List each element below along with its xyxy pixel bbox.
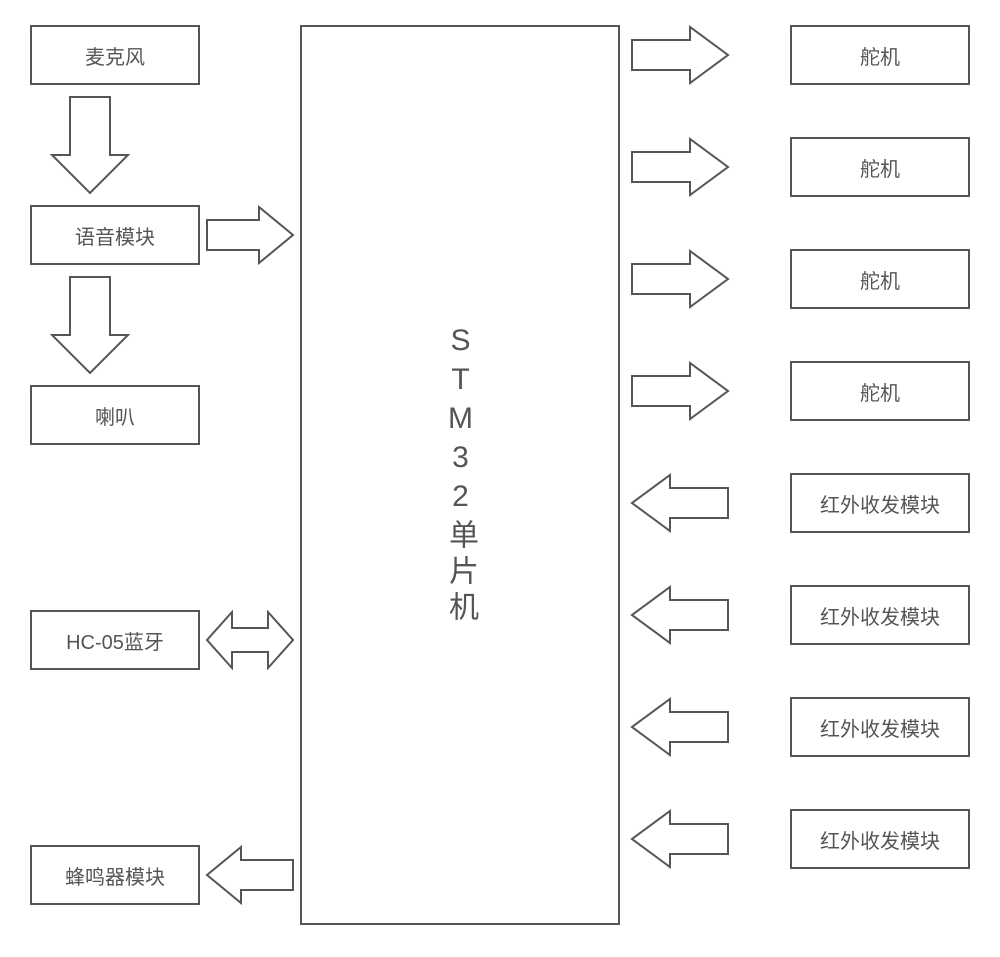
- a-mcu-s4-arrow: [630, 361, 730, 421]
- servo2-box: 舵机: [790, 137, 970, 197]
- bluetooth-box: HC-05蓝牙: [30, 610, 200, 670]
- a-mcu-s1-arrow: [630, 25, 730, 85]
- a-bt-mcu-arrow: [205, 610, 295, 670]
- servo4-label: 舵机: [860, 377, 900, 406]
- servo2-label: 舵机: [860, 153, 900, 182]
- ir4-box: 红外收发模块: [790, 809, 970, 869]
- a-mic-voice-arrow: [50, 95, 130, 195]
- mcu-box: STM32单片机: [300, 25, 620, 925]
- mcu-label: STM32单片机: [438, 324, 482, 627]
- ir3-label: 红外收发模块: [820, 713, 940, 742]
- buzzer-label: 蜂鸣器模块: [65, 861, 165, 890]
- ir4-label: 红外收发模块: [820, 825, 940, 854]
- servo3-label: 舵机: [860, 265, 900, 294]
- a-ir2-mcu-arrow: [630, 585, 730, 645]
- speaker-label: 喇叭: [95, 401, 135, 430]
- bluetooth-label: HC-05蓝牙: [66, 626, 164, 655]
- servo1-label: 舵机: [860, 41, 900, 70]
- servo1-box: 舵机: [790, 25, 970, 85]
- mic-box: 麦克风: [30, 25, 200, 85]
- voice-box: 语音模块: [30, 205, 200, 265]
- servo3-box: 舵机: [790, 249, 970, 309]
- a-ir3-mcu-arrow: [630, 697, 730, 757]
- a-ir4-mcu-arrow: [630, 809, 730, 869]
- mic-label: 麦克风: [85, 41, 145, 70]
- a-mcu-s3-arrow: [630, 249, 730, 309]
- ir2-box: 红外收发模块: [790, 585, 970, 645]
- ir3-box: 红外收发模块: [790, 697, 970, 757]
- voice-label: 语音模块: [75, 221, 155, 250]
- speaker-box: 喇叭: [30, 385, 200, 445]
- buzzer-box: 蜂鸣器模块: [30, 845, 200, 905]
- a-mcu-s2-arrow: [630, 137, 730, 197]
- a-mcu-buzzer-arrow: [205, 845, 295, 905]
- ir1-box: 红外收发模块: [790, 473, 970, 533]
- servo4-box: 舵机: [790, 361, 970, 421]
- ir2-label: 红外收发模块: [820, 601, 940, 630]
- a-voice-speaker-arrow: [50, 275, 130, 375]
- ir1-label: 红外收发模块: [820, 489, 940, 518]
- a-voice-mcu-arrow: [205, 205, 295, 265]
- a-ir1-mcu-arrow: [630, 473, 730, 533]
